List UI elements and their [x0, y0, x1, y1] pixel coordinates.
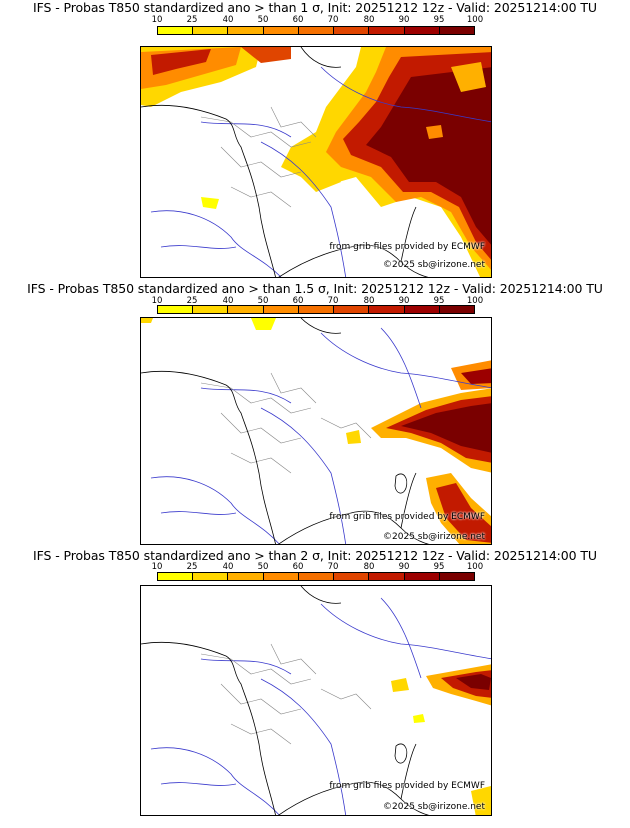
colorbar-labels: 10 25 40 50 60 70 80 90 95 100 — [140, 562, 512, 573]
rivers — [150, 327, 491, 544]
colorbar — [157, 572, 475, 581]
colorbar-label: 50 — [257, 15, 269, 25]
colorbar-swatch — [369, 27, 405, 34]
colorbar-label: 95 — [433, 296, 445, 306]
colorbar-swatch — [228, 573, 264, 580]
colorbar-swatch — [369, 573, 405, 580]
colorbar-label: 100 — [466, 15, 484, 25]
map-area: from grib files provided by ECMWF ©2025 … — [140, 46, 492, 278]
colorbar-label: 40 — [222, 15, 234, 25]
colorbar-swatch — [334, 27, 370, 34]
colorbar-label: 40 — [222, 296, 234, 306]
colorbar-label: 10 — [151, 562, 163, 572]
colorbar — [157, 26, 475, 35]
colorbar-swatch — [193, 573, 229, 580]
probability-field — [391, 664, 491, 815]
colorbar-swatch — [158, 306, 194, 313]
admin-borders — [200, 106, 317, 208]
colorbar-label: 25 — [186, 15, 198, 25]
colorbar-swatch — [193, 27, 229, 34]
colorbar-label: 25 — [186, 562, 198, 572]
colorbar-label: 100 — [466, 562, 484, 572]
colorbar-swatch — [404, 27, 440, 34]
probability-field — [141, 47, 491, 277]
colorbar-label: 90 — [398, 296, 410, 306]
copyright-credit: ©2025 sb@irizone.net — [383, 802, 485, 812]
colorbar-swatch — [263, 27, 299, 34]
colorbar-swatch — [298, 27, 335, 34]
data-source-credit: from grib files provided by ECMWF — [329, 242, 485, 252]
map-panel-1: IFS - Probas T850 standardized ano > tha… — [0, 0, 630, 278]
map-area: from grib files provided by ECMWF ©2025 … — [140, 317, 492, 545]
colorbar-label: 70 — [327, 15, 339, 25]
panel-title: IFS - Probas T850 standardized ano > tha… — [27, 281, 603, 296]
colorbar-label: 40 — [222, 562, 234, 572]
colorbar-label: 60 — [292, 15, 304, 25]
colorbar-swatch — [193, 306, 229, 313]
colorbar-labels: 10 25 40 50 60 70 80 90 95 100 — [140, 15, 512, 26]
admin-borders — [200, 643, 372, 745]
colorbar-label: 80 — [363, 15, 375, 25]
colorbar-label: 10 — [151, 296, 163, 306]
colorbar-label: 70 — [327, 296, 339, 306]
colorbar-label: 95 — [433, 562, 445, 572]
colorbar-swatch — [158, 27, 194, 34]
colorbar-swatch — [298, 573, 335, 580]
colorbar-swatch — [228, 306, 264, 313]
map-panel-3: IFS - Probas T850 standardized ano > tha… — [0, 548, 630, 818]
map-panel-2: IFS - Probas T850 standardized ano > tha… — [0, 271, 630, 545]
colorbar-label: 60 — [292, 562, 304, 572]
colorbar-swatch — [263, 306, 299, 313]
coastlines — [141, 318, 430, 544]
colorbar-swatch — [334, 573, 370, 580]
colorbar-label: 90 — [398, 15, 410, 25]
colorbar-swatch — [334, 306, 370, 313]
map-svg — [141, 586, 491, 815]
colorbar-swatch — [298, 306, 335, 313]
panel-title: IFS - Probas T850 standardized ano > tha… — [33, 0, 597, 15]
colorbar-label: 60 — [292, 296, 304, 306]
rivers — [150, 66, 491, 277]
colorbar-swatch — [439, 573, 474, 580]
colorbar-label: 90 — [398, 562, 410, 572]
data-source-credit: from grib files provided by ECMWF — [329, 781, 485, 791]
colorbar-label: 50 — [257, 562, 269, 572]
colorbar — [157, 305, 475, 314]
colorbar-label: 95 — [433, 15, 445, 25]
colorbar-labels: 10 25 40 50 60 70 80 90 95 100 — [140, 296, 512, 307]
panel-title: IFS - Probas T850 standardized ano > tha… — [33, 548, 597, 563]
colorbar-swatch — [228, 27, 264, 34]
colorbar-swatch — [263, 573, 299, 580]
colorbar-label: 80 — [363, 296, 375, 306]
colorbar-label: 100 — [466, 296, 484, 306]
coastlines — [141, 586, 430, 815]
colorbar-swatch — [158, 573, 194, 580]
probability-field — [141, 318, 491, 544]
colorbar-swatch — [404, 306, 440, 313]
colorbar-swatch — [439, 306, 474, 313]
colorbar-swatch — [369, 306, 405, 313]
colorbar-label: 70 — [327, 562, 339, 572]
colorbar-swatch — [439, 27, 474, 34]
colorbar-label: 80 — [363, 562, 375, 572]
copyright-credit: ©2025 sb@irizone.net — [383, 532, 485, 542]
colorbar-label: 50 — [257, 296, 269, 306]
admin-borders — [200, 372, 372, 474]
colorbar-label: 25 — [186, 296, 198, 306]
copyright-credit: ©2025 sb@irizone.net — [383, 260, 485, 270]
data-source-credit: from grib files provided by ECMWF — [329, 512, 485, 522]
colorbar-label: 10 — [151, 15, 163, 25]
map-svg — [141, 318, 491, 544]
map-svg — [141, 47, 491, 277]
coastlines — [141, 47, 429, 277]
map-area: from grib files provided by ECMWF ©2025 … — [140, 585, 492, 816]
rivers — [150, 597, 491, 815]
colorbar-swatch — [404, 573, 440, 580]
